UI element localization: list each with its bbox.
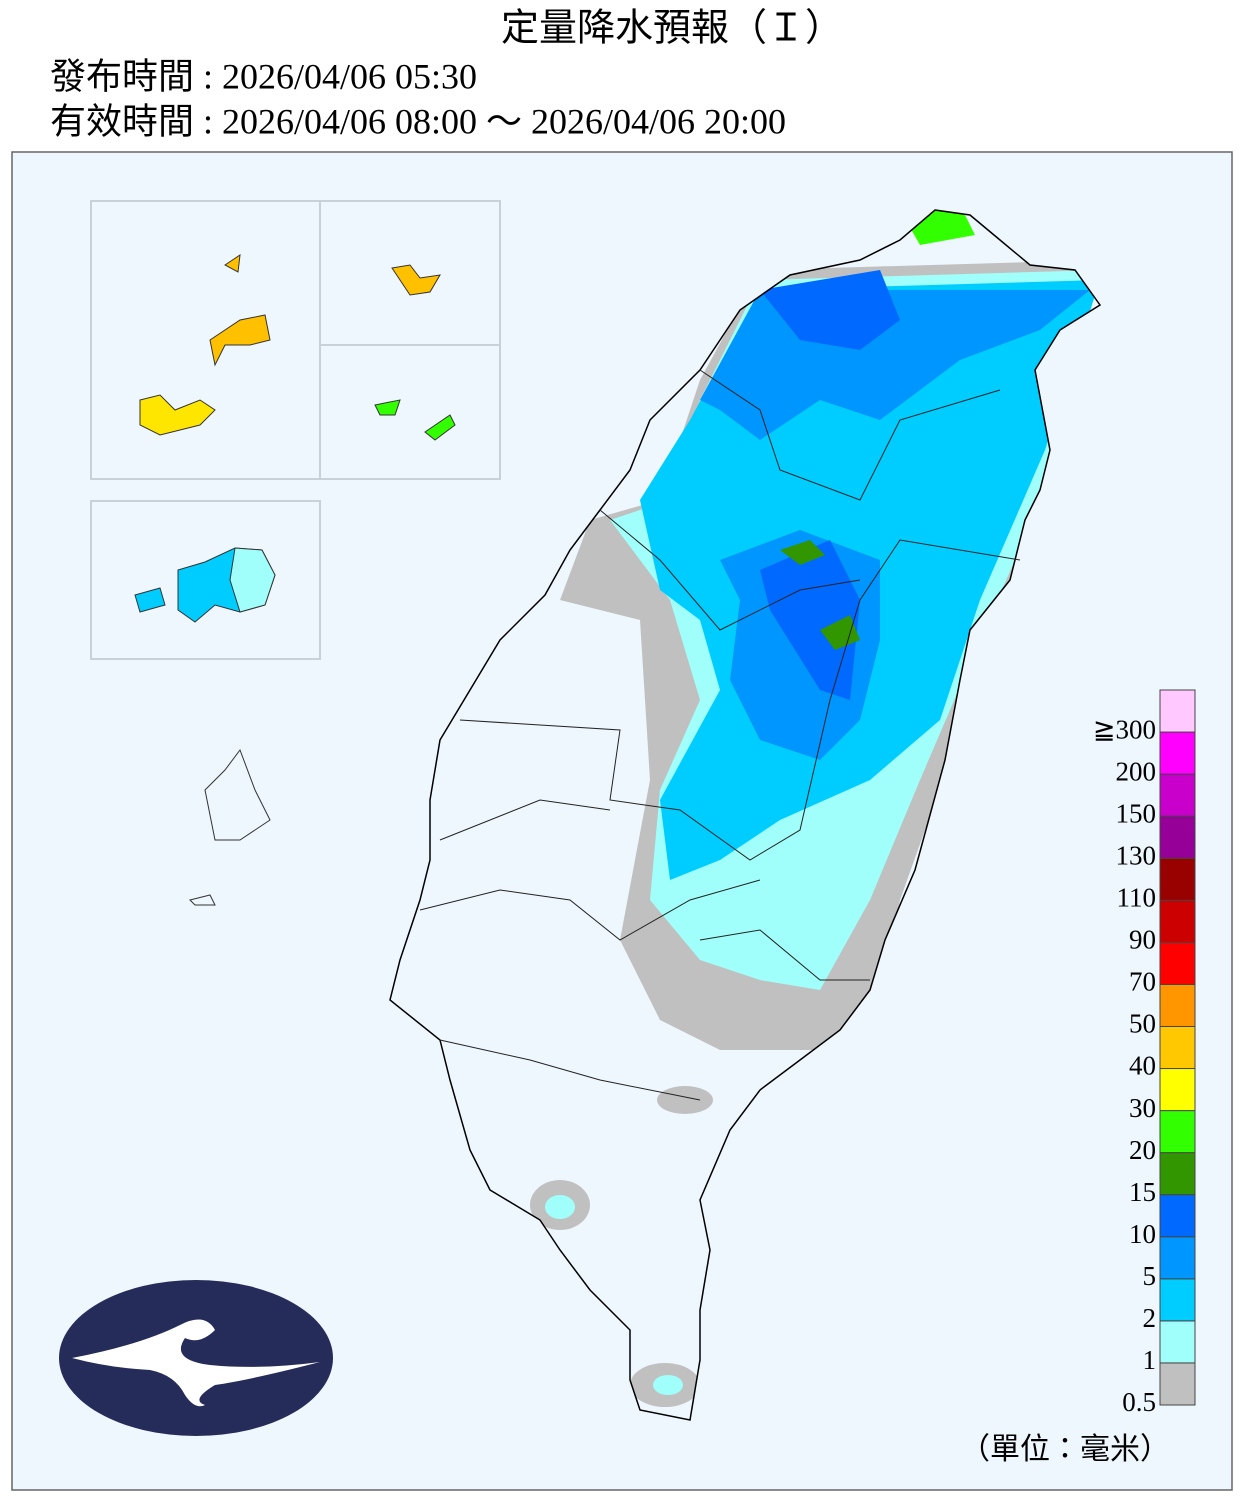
valid-time: 有效時間 : 2026/04/06 08:00 ～ 2026/04/06 20:…	[50, 101, 786, 141]
unit-label: （單位：毫米）	[960, 1433, 1170, 1466]
legend-label: 200	[1116, 756, 1157, 786]
legend-swatch	[1159, 1278, 1196, 1322]
legend-swatch	[1159, 1236, 1196, 1280]
legend-label: 30	[1129, 1093, 1156, 1123]
issued-time: 發布時間 : 2026/04/06 05:30	[50, 56, 477, 96]
legend-swatch	[1159, 1068, 1196, 1112]
title: 定量降水預報（Ｉ）	[501, 8, 843, 50]
legend-swatch	[1159, 1362, 1196, 1406]
logo-mark	[72, 1319, 320, 1407]
legend-label: 0.5	[1122, 1387, 1156, 1417]
legend-label: 20	[1129, 1135, 1156, 1165]
legend-label: 1	[1143, 1345, 1157, 1375]
legend-swatch	[1159, 731, 1196, 775]
legend-label: 50	[1129, 1009, 1156, 1039]
legend-swatch	[1159, 857, 1196, 901]
legend-label: 150	[1116, 798, 1157, 828]
legend-swatch	[1159, 1194, 1196, 1238]
rainfall-areas	[530, 210, 1100, 1407]
legend-swatch	[1159, 1320, 1196, 1364]
legend-label: 15	[1129, 1177, 1156, 1207]
legend-swatch	[1159, 899, 1196, 943]
legend-swatch	[1159, 941, 1196, 985]
legend-label: 70	[1129, 967, 1156, 997]
legend-label: 10	[1129, 1219, 1156, 1249]
legend-label: ≧300	[1093, 714, 1156, 744]
legend-swatch	[1159, 1025, 1196, 1070]
legend-swatch	[1159, 815, 1196, 859]
outlying-islands	[134, 253, 456, 906]
legend-swatch	[1159, 1152, 1196, 1196]
legend-swatch	[1159, 983, 1196, 1027]
legend-label: 40	[1129, 1051, 1156, 1081]
legend-label: 130	[1116, 840, 1157, 870]
legend-swatch	[1159, 689, 1196, 733]
legend-label: 5	[1143, 1261, 1157, 1291]
legend-label: 110	[1117, 882, 1157, 912]
legend: 0.5 1 2 5 10 15 20 30 40 50 70 90 110 130 150 200 ≧300	[1093, 689, 1196, 1417]
county-borders	[419, 369, 1021, 1101]
legend-swatch	[1159, 773, 1196, 817]
legend-swatch	[1159, 1110, 1196, 1154]
legend-label: 90	[1129, 925, 1156, 955]
agency-logo	[59, 1280, 333, 1436]
legend-label: 2	[1143, 1303, 1157, 1333]
